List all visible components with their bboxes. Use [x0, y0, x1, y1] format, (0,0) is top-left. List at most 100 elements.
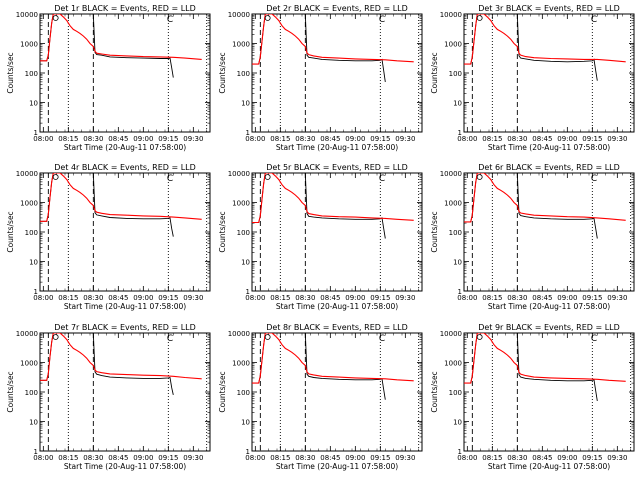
series-line-black	[464, 173, 598, 239]
y-tick-label: 1000	[444, 41, 462, 49]
series-line-black	[252, 14, 386, 82]
y-tick-label: 1	[246, 288, 250, 296]
series-line-red	[252, 333, 414, 384]
x-tick-label: 09:15	[370, 135, 390, 143]
x-tick-label: 08:45	[532, 454, 552, 462]
x-tick-label: 09:15	[370, 454, 390, 462]
series-group	[252, 333, 414, 400]
chart-panel: Det 5r BLACK = Events, RED = LLD 1 10 100 10…	[218, 163, 423, 311]
peak-circle-marker	[264, 174, 271, 180]
peak-circle-marker	[52, 174, 59, 180]
chart-panel: Det 2r BLACK = Events, RED = LLD 1 10 100 10…	[218, 4, 423, 152]
plot-frame	[39, 172, 211, 292]
y-tick-label: 10	[453, 100, 462, 108]
y-axis-label: Counts/sec	[430, 371, 439, 412]
series-group	[40, 14, 202, 78]
chart-title: Det 4r BLACK = Events, RED = LLD	[54, 163, 196, 172]
chart-title: Det 8r BLACK = Events, RED = LLD	[266, 323, 408, 332]
y-tick-label: 1	[34, 288, 38, 296]
y-axis-label: Counts/sec	[218, 371, 227, 412]
y-axis-label: Counts/sec	[6, 211, 15, 252]
chart-title: Det 3r BLACK = Events, RED = LLD	[478, 4, 620, 13]
chart-panel: Det 8r BLACK = Events, RED = LLD 1 10 100 10…	[218, 323, 423, 471]
x-axis-label: Start Time (20-Aug-11 07:58:00)	[276, 143, 398, 152]
x-tick-label: 08:15	[482, 294, 502, 302]
x-tick-label: 09:30	[183, 454, 203, 462]
x-tick-label: 08:15	[270, 294, 290, 302]
y-tick-label: 1	[458, 448, 462, 456]
series-line-black	[252, 333, 386, 400]
x-axis-label: Start Time (20-Aug-11 07:58:00)	[488, 302, 610, 311]
x-tick-label: 09:30	[395, 294, 415, 302]
marker-c-label: C	[591, 334, 597, 344]
series-line-red	[40, 333, 202, 381]
x-tick-label: 08:30	[83, 294, 103, 302]
x-tick-label: 09:00	[557, 454, 577, 462]
y-tick-label: 1000	[444, 200, 462, 208]
x-tick-label: 08:00	[245, 135, 265, 143]
series-group	[252, 14, 414, 82]
x-tick-label: 09:00	[345, 135, 365, 143]
x-tick-label: 09:00	[133, 294, 153, 302]
x-tick-label: 08:15	[482, 135, 502, 143]
x-tick-label: 08:15	[58, 135, 78, 143]
x-tick-label: 08:15	[270, 135, 290, 143]
chart-title: Det 1r BLACK = Events, RED = LLD	[54, 4, 196, 13]
series-line-black	[464, 14, 598, 81]
series-group	[40, 333, 202, 395]
x-tick-label: 08:00	[245, 454, 265, 462]
marker-c-label: C	[167, 174, 173, 184]
y-tick-label: 10	[241, 100, 250, 108]
y-axis-label: Counts/sec	[430, 211, 439, 252]
series-group	[252, 173, 414, 239]
chart-title: Det 9r BLACK = Events, RED = LLD	[478, 323, 620, 332]
x-tick-label: 08:00	[457, 294, 477, 302]
y-tick-label: 10000	[228, 11, 250, 19]
y-tick-label: 10000	[16, 330, 38, 338]
peak-circle-marker	[52, 15, 59, 21]
x-tick-label: 08:45	[320, 454, 340, 462]
marker-c-label: C	[379, 174, 385, 184]
chart-panel: Det 7r BLACK = Events, RED = LLD 1 10 100 10…	[6, 323, 211, 471]
y-tick-label: 100	[237, 229, 250, 237]
y-tick-label: 1000	[444, 360, 462, 368]
peak-circle-marker	[52, 334, 59, 340]
y-tick-label: 1000	[232, 41, 250, 49]
y-tick-label: 10000	[440, 330, 462, 338]
x-tick-label: 09:30	[183, 135, 203, 143]
chart-panel: Det 1r BLACK = Events, RED = LLD 1 10 100 10…	[6, 4, 211, 152]
y-tick-label: 10	[453, 419, 462, 427]
x-tick-label: 08:45	[108, 135, 128, 143]
x-tick-label: 08:45	[532, 135, 552, 143]
x-tick-label: 08:30	[295, 454, 315, 462]
x-tick-label: 08:00	[457, 454, 477, 462]
series-line-black	[252, 173, 386, 239]
x-tick-label: 09:00	[557, 135, 577, 143]
y-tick-label: 10000	[16, 11, 38, 19]
x-tick-label: 08:30	[83, 135, 103, 143]
x-tick-label: 08:15	[482, 454, 502, 462]
y-axis-label: Counts/sec	[218, 211, 227, 252]
x-tick-label: 08:00	[33, 135, 53, 143]
plot-frame	[463, 13, 635, 133]
x-tick-label: 08:00	[33, 454, 53, 462]
series-line-red	[252, 14, 414, 65]
x-tick-label: 09:15	[158, 294, 178, 302]
x-tick-label: 09:30	[607, 135, 627, 143]
x-tick-label: 08:30	[507, 454, 527, 462]
peak-circle-marker	[476, 15, 483, 21]
y-tick-label: 1	[34, 448, 38, 456]
x-tick-label: 09:30	[607, 294, 627, 302]
plot-frame	[463, 332, 635, 452]
x-tick-label: 08:45	[320, 294, 340, 302]
y-tick-label: 100	[449, 229, 462, 237]
y-tick-label: 1000	[232, 200, 250, 208]
y-tick-label: 10000	[228, 330, 250, 338]
x-tick-label: 08:30	[507, 294, 527, 302]
x-tick-label: 09:00	[133, 454, 153, 462]
y-tick-label: 1000	[20, 41, 38, 49]
y-axis-label: Counts/sec	[6, 371, 15, 412]
series-line-red	[252, 173, 414, 224]
plot-frame	[251, 172, 423, 292]
